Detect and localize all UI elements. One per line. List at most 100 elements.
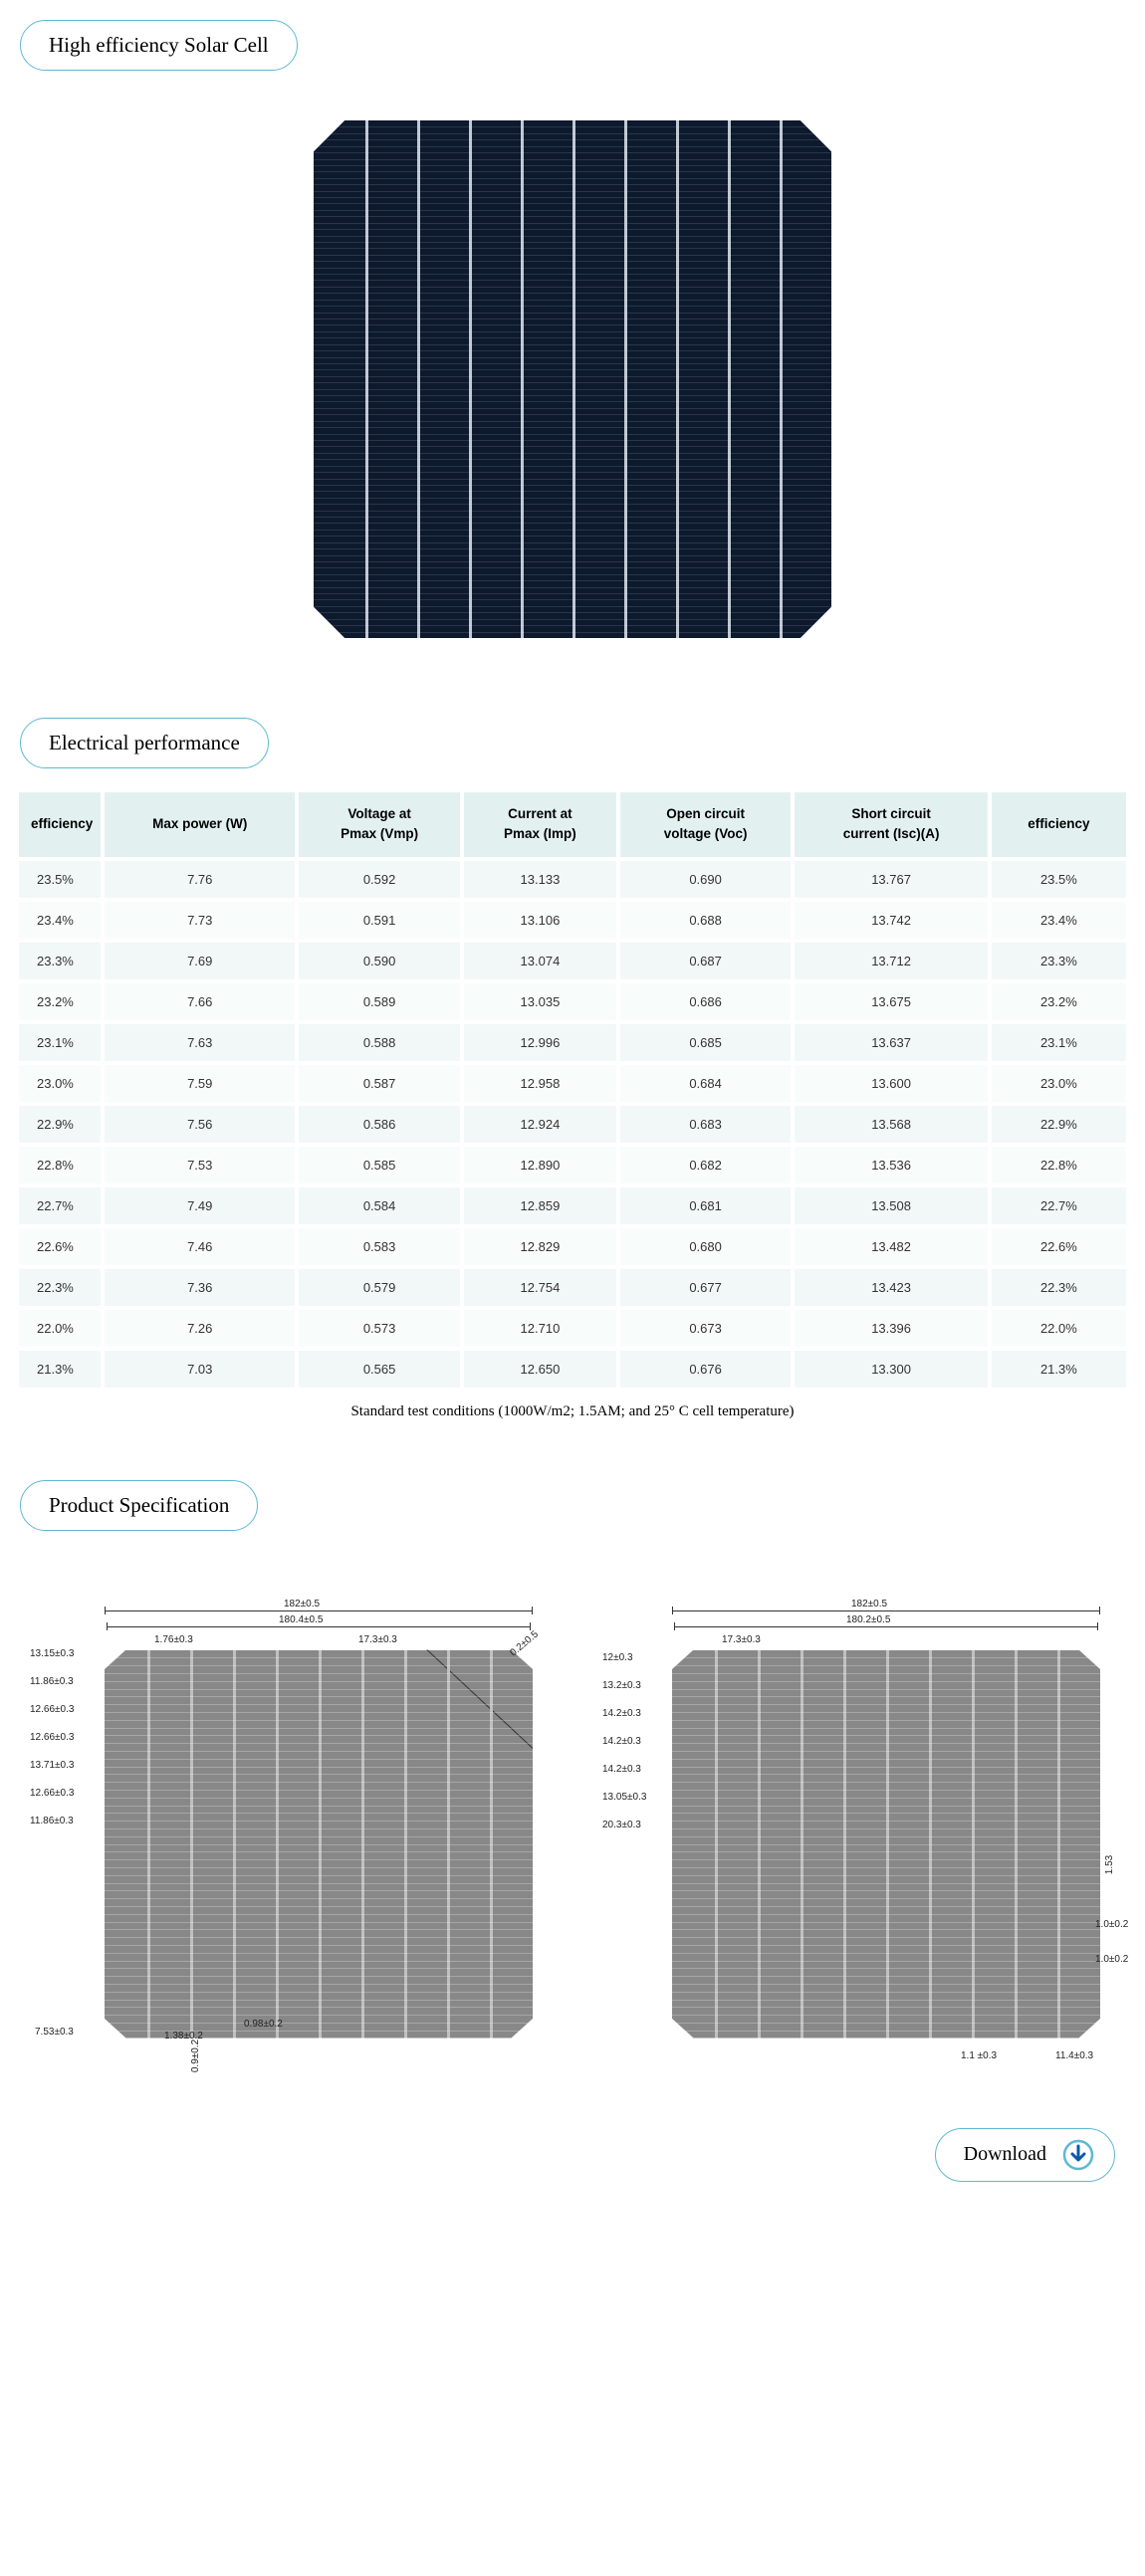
table-cell: 23.5%	[990, 859, 1128, 900]
dimension-label: 11.86±0.3	[30, 1816, 74, 1826]
table-cell: 22.7%	[990, 1185, 1128, 1226]
table-cell: 0.686	[618, 981, 793, 1022]
table-cell: 12.924	[462, 1104, 618, 1145]
table-cell: 0.573	[297, 1308, 462, 1349]
table-cell: 0.587	[297, 1063, 462, 1104]
dimension-label: 14.2±0.3	[602, 1736, 641, 1747]
spec-drawing-right: 182±0.5180.2±0.517.3±0.312±0.313.2±0.314…	[592, 1591, 1120, 2068]
spec-drawing-left: 182±0.5180.4±0.51.76±0.317.3±0.30.2±0.51…	[25, 1591, 553, 2068]
table-header-cell: efficiency	[990, 790, 1128, 859]
table-cell: 12.829	[462, 1226, 618, 1267]
dimension-label: 1.53	[1104, 1854, 1115, 1873]
download-label: Download	[964, 2143, 1046, 2166]
table-cell: 12.859	[462, 1185, 618, 1226]
table-cell: 7.66	[103, 981, 297, 1022]
table-cell: 23.3%	[990, 941, 1128, 981]
table-cell: 12.754	[462, 1267, 618, 1308]
table-cell: 7.03	[103, 1349, 297, 1390]
download-button[interactable]: Download	[935, 2128, 1115, 2182]
dimension-label: 13.71±0.3	[30, 1760, 74, 1771]
table-cell: 0.680	[618, 1226, 793, 1267]
table-cell: 23.2%	[17, 981, 103, 1022]
table-row: 22.3%7.360.57912.7540.67713.42322.3%	[17, 1267, 1128, 1308]
dimension-label: 14.2±0.3	[602, 1764, 641, 1775]
table-header-cell: Voltage atPmax (Vmp)	[297, 790, 462, 859]
table-header-cell: efficiency	[17, 790, 103, 859]
table-header-cell: Open circuitvoltage (Voc)	[618, 790, 793, 859]
table-cell: 13.074	[462, 941, 618, 981]
dimension-label: 182±0.5	[284, 1599, 320, 1610]
table-cell: 22.0%	[990, 1308, 1128, 1349]
spec-drawings-container: 182±0.5180.4±0.51.76±0.317.3±0.30.2±0.51…	[15, 1591, 1130, 2068]
table-cell: 23.5%	[17, 859, 103, 900]
table-cell: 7.69	[103, 941, 297, 981]
table-cell: 23.1%	[17, 1022, 103, 1063]
dimension-label: 11.4±0.3	[1055, 2050, 1093, 2061]
table-cell: 13.712	[793, 941, 989, 981]
table-cell: 23.4%	[17, 900, 103, 941]
table-cell: 23.3%	[17, 941, 103, 981]
table-cell: 22.7%	[17, 1185, 103, 1226]
table-cell: 22.9%	[17, 1104, 103, 1145]
table-cell: 0.590	[297, 941, 462, 981]
table-cell: 23.0%	[990, 1063, 1128, 1104]
dimension-label: 12.66±0.3	[30, 1732, 74, 1743]
dimension-label: 1.0±0.2	[1095, 1919, 1128, 1930]
table-cell: 13.742	[793, 900, 989, 941]
section-title-hero: High efficiency Solar Cell	[20, 20, 298, 71]
table-cell: 7.36	[103, 1267, 297, 1308]
table-cell: 22.6%	[990, 1226, 1128, 1267]
performance-table-wrap: efficiencyMax power (W)Voltage atPmax (V…	[15, 788, 1130, 1392]
table-cell: 13.637	[793, 1022, 989, 1063]
table-cell: 0.589	[297, 981, 462, 1022]
download-icon	[1062, 2139, 1094, 2171]
table-cell: 0.685	[618, 1022, 793, 1063]
dimension-label: 0.98±0.2	[244, 2019, 283, 2030]
dimension-label: 180.4±0.5	[279, 1614, 323, 1625]
table-header-cell: Current atPmax (Imp)	[462, 790, 618, 859]
table-cell: 22.0%	[17, 1308, 103, 1349]
table-row: 23.3%7.690.59013.0740.68713.71223.3%	[17, 941, 1128, 981]
table-header-cell: Short circuitcurrent (Isc)(A)	[793, 790, 989, 859]
table-cell: 0.683	[618, 1104, 793, 1145]
section-title-spec: Product Specification	[20, 1480, 258, 1531]
table-row: 23.1%7.630.58812.9960.68513.63723.1%	[17, 1022, 1128, 1063]
table-cell: 21.3%	[990, 1349, 1128, 1390]
table-cell: 22.8%	[17, 1145, 103, 1185]
table-cell: 13.106	[462, 900, 618, 941]
table-cell: 12.890	[462, 1145, 618, 1185]
dimension-label: 13.2±0.3	[602, 1680, 641, 1691]
table-row: 22.8%7.530.58512.8900.68213.53622.8%	[17, 1145, 1128, 1185]
performance-table: efficiencyMax power (W)Voltage atPmax (V…	[15, 788, 1130, 1392]
table-cell: 13.396	[793, 1308, 989, 1349]
table-header-cell: Max power (W)	[103, 790, 297, 859]
dimension-label: 182±0.5	[851, 1599, 887, 1610]
table-cell: 0.583	[297, 1226, 462, 1267]
table-cell: 0.690	[618, 859, 793, 900]
table-cell: 0.676	[618, 1349, 793, 1390]
table-cell: 7.49	[103, 1185, 297, 1226]
table-cell: 22.3%	[990, 1267, 1128, 1308]
dimension-label: 180.2±0.5	[846, 1614, 890, 1625]
dimension-label: 7.53±0.3	[35, 2027, 74, 2038]
dimension-label: 12.66±0.3	[30, 1704, 74, 1715]
spec-body-right	[672, 1650, 1100, 2039]
table-cell: 7.53	[103, 1145, 297, 1185]
dimension-label: 12±0.3	[602, 1652, 633, 1663]
dimension-label: 1.1 ±0.3	[961, 2050, 997, 2061]
hero-image-container	[0, 120, 1145, 638]
table-cell: 13.300	[793, 1349, 989, 1390]
dimension-label: 1.0±0.2	[1095, 1954, 1128, 1965]
table-cell: 23.4%	[990, 900, 1128, 941]
table-cell: 22.8%	[990, 1145, 1128, 1185]
table-cell: 7.76	[103, 859, 297, 900]
table-cell: 0.592	[297, 859, 462, 900]
table-cell: 12.996	[462, 1022, 618, 1063]
table-cell: 13.035	[462, 981, 618, 1022]
table-cell: 13.508	[793, 1185, 989, 1226]
table-cell: 7.56	[103, 1104, 297, 1145]
table-cell: 23.0%	[17, 1063, 103, 1104]
table-cell: 0.673	[618, 1308, 793, 1349]
dimension-label: 13.15±0.3	[30, 1648, 74, 1659]
section-title-performance: Electrical performance	[20, 718, 269, 768]
